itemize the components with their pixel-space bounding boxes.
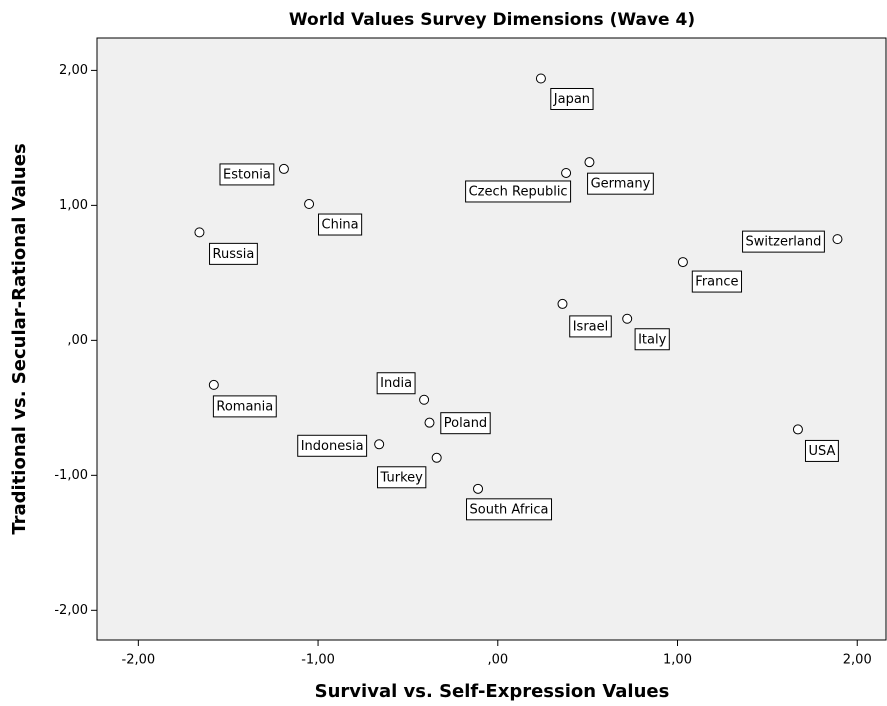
y-axis-label: Traditional vs. Secular-Rational Values — [9, 143, 30, 534]
label-box — [318, 213, 363, 236]
y-tick-label: 2,00 — [59, 63, 88, 78]
label-box — [691, 270, 743, 293]
point — [208, 379, 219, 390]
plot-area — [96, 37, 887, 641]
point-label: Germany — [591, 177, 651, 192]
label-box — [465, 180, 572, 203]
x-axis-label: Survival vs. Self-Expression Values — [315, 681, 670, 702]
point-label: Russia — [213, 247, 255, 262]
label-box — [209, 242, 258, 265]
point-label: Estonia — [223, 167, 271, 182]
label-box — [550, 87, 594, 110]
label-box — [587, 172, 654, 195]
x-tick-label: ,00 — [487, 653, 508, 668]
label-box — [219, 163, 275, 186]
point — [374, 439, 385, 450]
point — [832, 234, 843, 245]
point — [535, 73, 546, 84]
point — [622, 313, 633, 324]
y-tick-label: ,00 — [67, 333, 88, 348]
point — [431, 452, 442, 463]
label-box — [297, 434, 368, 457]
point — [557, 298, 568, 309]
point-label: Czech Republic — [469, 184, 568, 199]
label-box — [634, 328, 670, 351]
point — [677, 257, 688, 268]
point-label: France — [695, 275, 738, 290]
x-tick-label: -2,00 — [122, 653, 156, 668]
point — [419, 394, 430, 405]
point-label: Switzerland — [746, 235, 822, 250]
point-label: Italy — [638, 332, 667, 347]
x-tick-label: -1,00 — [301, 653, 335, 668]
point — [473, 483, 484, 494]
label-box — [569, 315, 612, 338]
label-box — [466, 498, 553, 521]
y-tick-label: 1,00 — [59, 198, 88, 213]
x-tick-label: 2,00 — [843, 653, 872, 668]
point — [424, 417, 435, 428]
label-box — [804, 439, 839, 462]
point — [304, 199, 315, 210]
label-box — [742, 230, 825, 253]
point — [584, 157, 595, 168]
point — [561, 167, 572, 178]
y-tick-label: -2,00 — [54, 603, 88, 618]
point-label: South Africa — [470, 502, 549, 517]
point-label: India — [380, 376, 412, 391]
point-label: Turkey — [380, 470, 424, 485]
point-label: Israel — [573, 319, 609, 334]
point — [194, 227, 205, 238]
chart-title: World Values Survey Dimensions (Wave 4) — [289, 10, 695, 30]
y-tick-label: -1,00 — [54, 468, 88, 483]
point-label: Poland — [444, 416, 487, 431]
x-tick-label: 1,00 — [663, 653, 692, 668]
label-box — [377, 466, 427, 489]
point-label: China — [322, 218, 359, 233]
point-label: Romania — [216, 399, 273, 414]
label-box — [376, 372, 416, 395]
label-box — [440, 412, 491, 435]
label-box — [212, 395, 277, 418]
point — [278, 163, 289, 174]
point-label: Indonesia — [301, 439, 364, 454]
point-label: USA — [808, 444, 835, 459]
point — [792, 424, 803, 435]
point-label: Japan — [553, 92, 590, 107]
